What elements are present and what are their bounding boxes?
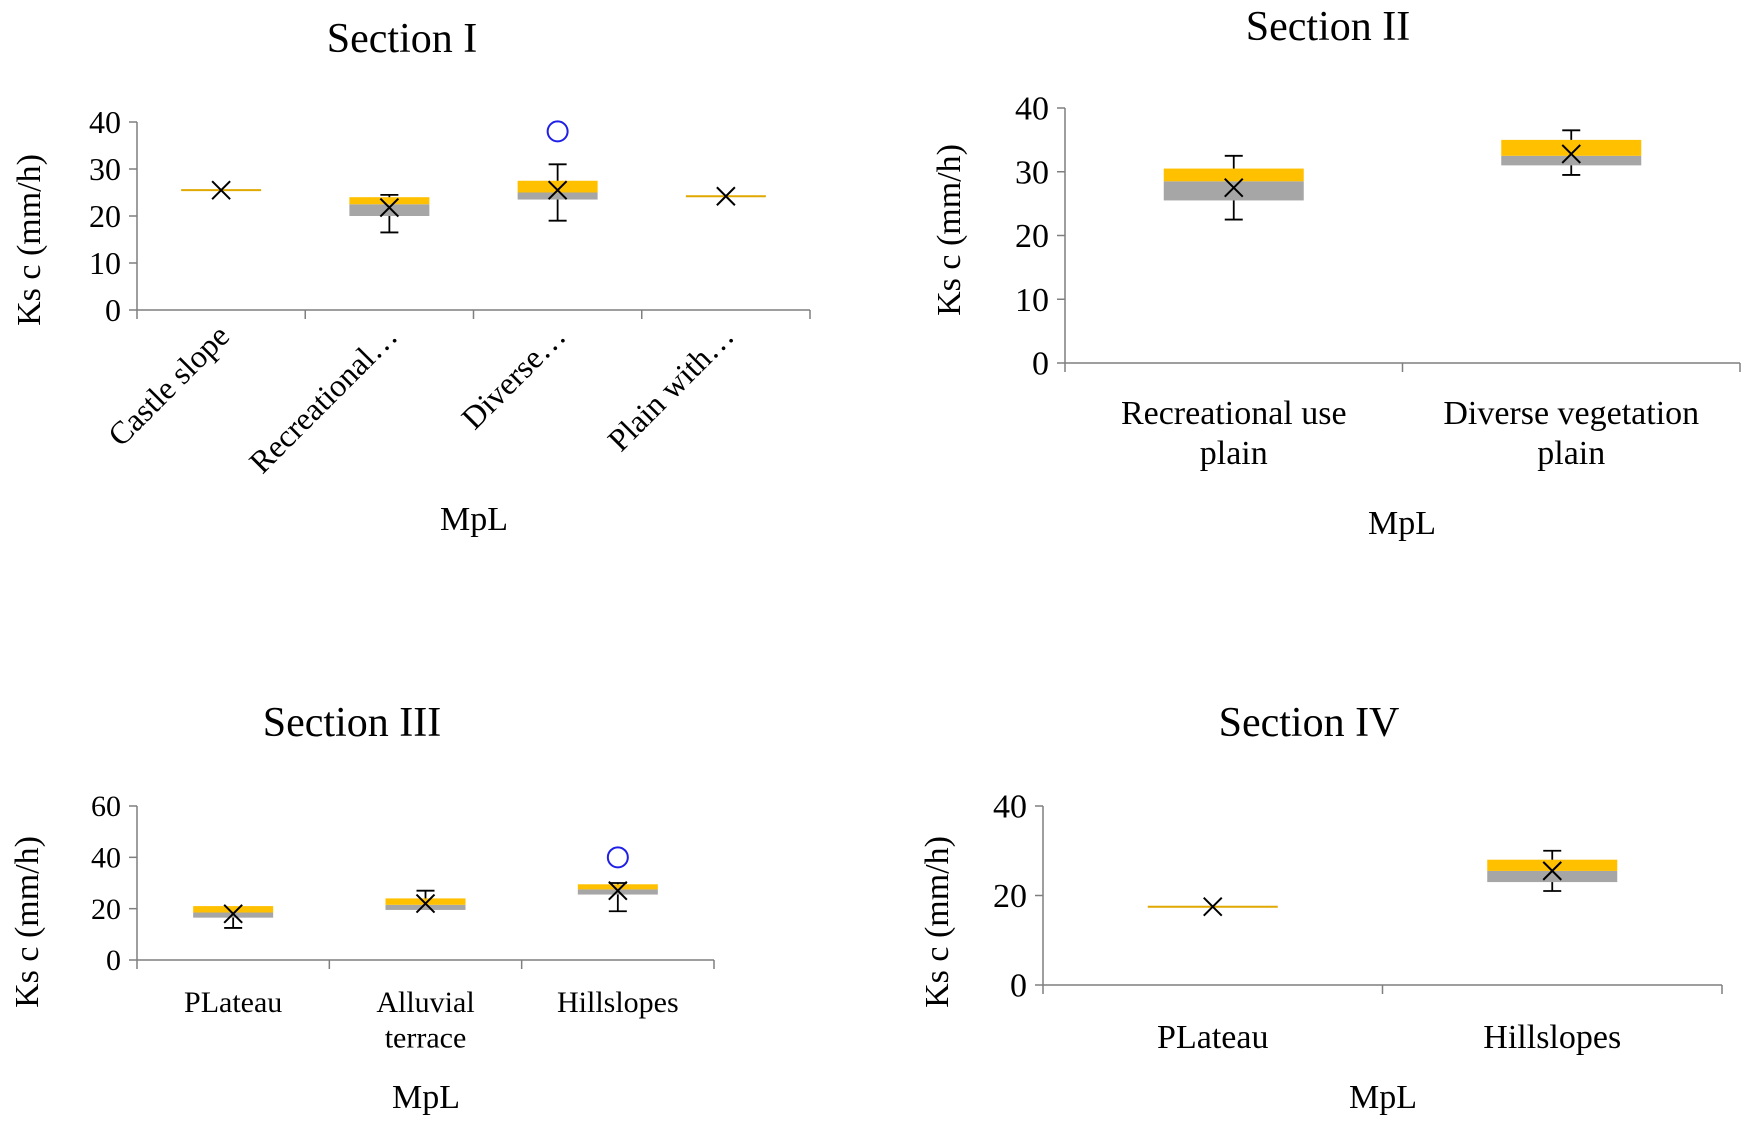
mean-marker [1203, 896, 1223, 917]
mean-marker [1561, 144, 1581, 164]
x-tick-label: PLateau [1157, 1019, 1268, 1056]
y-tick-label: 0 [1010, 968, 1027, 1005]
box-lower-quartile [517, 192, 598, 200]
y-tick-label: 40 [1015, 91, 1049, 128]
y-tick-label: 60 [91, 790, 121, 823]
plot-area: 0 10 20 30 40 Recreational use plain Diverse ve… [1015, 91, 1741, 472]
mean-marker [547, 180, 568, 200]
y-axis-label: Ks c (mm/h) [931, 144, 968, 316]
chart-section-2: Section II Ks c (mm/h) MpL 0 10 20 30 40 Recr… [931, 4, 1741, 542]
y-tick-label: 20 [91, 893, 121, 926]
box-upper-quartile [1487, 859, 1618, 871]
x-tick-label: PLateau [184, 986, 282, 1019]
x-axis-label: MpL [440, 501, 508, 538]
y-tick-label: 30 [1015, 154, 1049, 191]
mean-marker [379, 197, 400, 218]
mean-marker [223, 904, 243, 924]
y-tick-label: 0 [105, 292, 121, 328]
chart-section-3: Section III Ks c (mm/h) MpL 0 20 40 60 PLate… [9, 700, 715, 1116]
outlier-point [546, 120, 569, 143]
plot-area: 0 10 20 30 40 Castle slope Recreational… Divers… [89, 104, 811, 480]
y-axis-label: Ks c (mm/h) [11, 154, 48, 326]
outlier-point [606, 846, 629, 869]
chart-title: Section I [327, 16, 477, 62]
mean-marker [1542, 861, 1562, 881]
box-lower-quartile [1487, 870, 1618, 883]
box-lower-quartile [385, 904, 466, 910]
y-tick-label: 20 [89, 198, 121, 234]
chart-title: Section IV [1219, 700, 1400, 746]
x-axis-label: MpL [1349, 1079, 1417, 1116]
chart-section-1: Section I Ks c (mm/h) MpL 0 10 20 30 40 Castl… [11, 16, 811, 538]
mean-marker [608, 880, 628, 901]
y-axis-label: Ks c (mm/h) [9, 836, 46, 1008]
x-tick-label: Recreational… [242, 317, 404, 479]
box-upper-quartile [385, 898, 466, 905]
y-tick-label: 10 [1015, 282, 1049, 319]
y-tick-label: 0 [1032, 346, 1049, 383]
x-tick-label: Hillslopes [557, 986, 679, 1019]
x-tick-label: Diverse vegetation plain [1443, 395, 1699, 472]
x-axis-label: MpL [1368, 505, 1436, 542]
chart-section-4: Section IV Ks c (mm/h) MpL 0 20 40 PLateau H… [919, 700, 1723, 1116]
mean-marker [415, 893, 436, 914]
y-tick-label: 40 [89, 104, 121, 140]
plot-area: 0 20 40 PLateau Hillslopes [993, 789, 1723, 1056]
y-tick-label: 0 [106, 944, 121, 977]
box-upper-quartile [193, 906, 274, 913]
box-upper-quartile [1163, 168, 1304, 182]
x-tick-label: Plain with… [600, 317, 740, 457]
plot-area: 0 20 40 60 PLateau Alluvial terrace Hillslopes [91, 790, 715, 1054]
mean-marker [1224, 177, 1244, 198]
x-tick-label: Alluvial terrace [376, 986, 474, 1054]
y-tick-label: 20 [993, 878, 1027, 915]
chart-title: Section II [1246, 4, 1410, 50]
box-upper-quartile [1501, 139, 1642, 156]
box-upper-quartile [517, 180, 598, 193]
y-tick-label: 40 [993, 789, 1027, 826]
x-axis-label: MpL [392, 1079, 460, 1116]
box-lower-quartile [1163, 181, 1304, 201]
y-tick-label: 10 [89, 245, 121, 281]
box-upper-quartile [577, 884, 658, 890]
x-tick-label: Castle slope [101, 317, 236, 452]
y-tick-label: 40 [91, 842, 121, 875]
box-lower-quartile [349, 204, 430, 216]
x-tick-label: Recreational use plain [1121, 395, 1347, 472]
mean-marker [716, 186, 736, 206]
box-lower-quartile [1501, 155, 1642, 166]
box-upper-quartile [349, 197, 430, 205]
x-tick-label: Diverse… [454, 317, 572, 435]
y-tick-label: 20 [1015, 218, 1049, 255]
mean-marker [211, 180, 231, 200]
chart-title: Section III [263, 700, 441, 746]
y-axis-label: Ks c (mm/h) [919, 836, 956, 1008]
y-tick-label: 30 [89, 151, 121, 187]
x-tick-label: Hillslopes [1483, 1019, 1621, 1056]
